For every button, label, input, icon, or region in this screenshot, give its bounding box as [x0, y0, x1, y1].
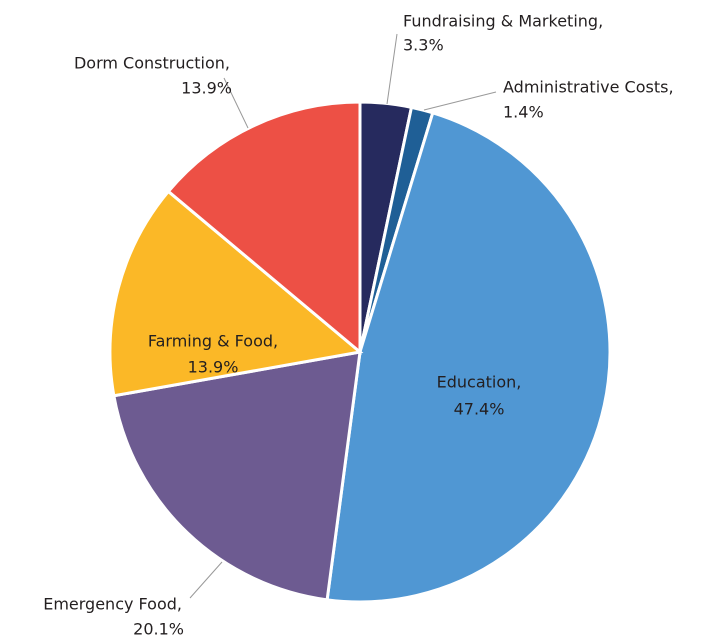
leader-line [223, 77, 249, 129]
slice-value-label: 13.9% [181, 79, 232, 98]
slice-label: Fundraising & Marketing, [403, 12, 603, 31]
leader-line [386, 33, 398, 105]
slice-label: Farming & Food, [148, 332, 278, 351]
pie-slice [325, 110, 612, 604]
leader-line [423, 91, 497, 111]
slice-value-label: 1.4% [503, 103, 544, 122]
pie-slice [166, 100, 362, 356]
slice-label: Dorm Construction, [74, 54, 230, 73]
slice-label: Education, [437, 373, 522, 392]
pie-slice [108, 189, 364, 398]
slice-label: Administrative Costs, [503, 78, 674, 97]
slice-value-label: 13.9% [188, 358, 239, 377]
slice-value-label: 47.4% [454, 400, 505, 419]
slice-value-label: 20.1% [133, 620, 184, 639]
slice-label: Emergency Food, [43, 595, 182, 614]
slice-value-label: 3.3% [403, 36, 444, 55]
pie-slice [112, 350, 362, 602]
leader-line [189, 561, 223, 599]
